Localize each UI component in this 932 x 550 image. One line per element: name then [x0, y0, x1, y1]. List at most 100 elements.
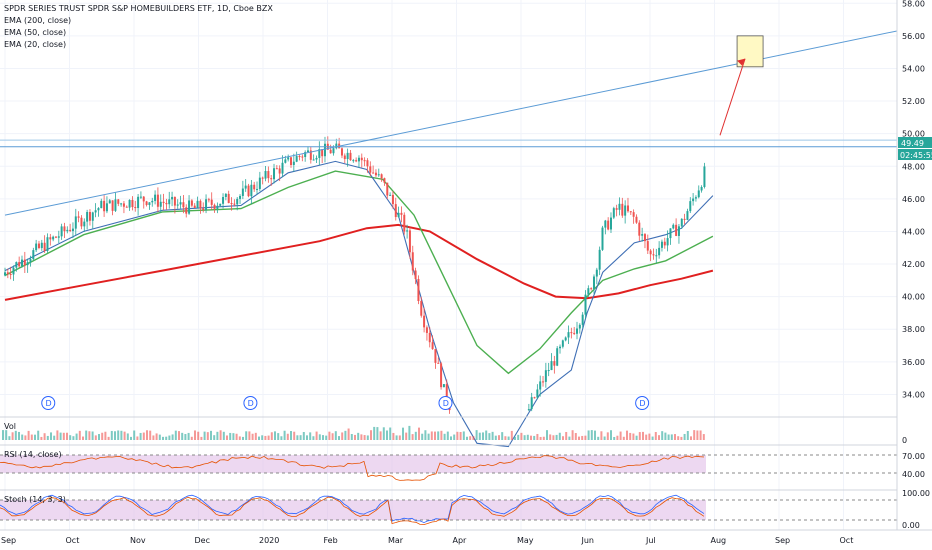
candle-body — [666, 238, 669, 246]
volume-bar — [494, 435, 497, 440]
stoch-d-line — [0, 496, 705, 526]
volume-bar — [699, 430, 702, 440]
price-grid — [0, 2, 897, 395]
candle-body — [273, 168, 276, 180]
candle-body — [366, 160, 369, 167]
candle-body — [408, 230, 411, 253]
candle-body — [372, 172, 375, 174]
candle-body — [533, 397, 536, 399]
volume-bar — [677, 436, 680, 440]
candle-body — [669, 228, 672, 239]
candle-body — [355, 160, 358, 162]
candle-body — [219, 203, 222, 206]
candle-body — [224, 193, 227, 198]
candle-body — [278, 168, 281, 174]
volume-bar — [299, 435, 302, 440]
time-axis[interactable]: Sep Oct Nov Dec 2020 Feb Mar Apr May Jun Jul Aug Sep… — [1, 536, 853, 545]
indicator-ema-200[interactable]: EMA (200, close) — [4, 16, 71, 25]
volume-bar — [590, 430, 593, 440]
volume-bar — [245, 431, 248, 440]
volume-bar — [165, 436, 168, 440]
indicator-ema-20[interactable]: EMA (20, close) — [4, 40, 66, 49]
volume-bar — [43, 433, 46, 440]
volume-bar — [200, 436, 203, 440]
price-tick-label: 38.00 — [902, 325, 925, 334]
candle-body — [66, 229, 69, 232]
candle-body — [20, 259, 23, 267]
candle-body — [165, 202, 168, 205]
candle-body — [578, 324, 581, 329]
candle-body — [247, 185, 250, 197]
volume-bar — [69, 435, 72, 440]
volume-bar — [594, 430, 596, 440]
target-arrow[interactable] — [719, 58, 746, 136]
candle-body — [100, 200, 103, 209]
volume-bar — [328, 431, 331, 440]
volume-bar — [606, 432, 609, 440]
volume-bar — [619, 431, 622, 440]
dividend-circle — [438, 396, 453, 410]
candle-body — [411, 252, 414, 271]
candle-body — [236, 198, 239, 205]
volume-bar — [574, 433, 577, 440]
candle-body — [391, 194, 394, 205]
price-tick-label: 40.00 — [902, 293, 925, 302]
volume-bar — [11, 432, 14, 440]
indicator-ema-50[interactable]: EMA (50, close) — [4, 28, 66, 37]
volume-bar — [469, 436, 472, 440]
volume-bar — [75, 433, 78, 440]
time-tick-label: 2020 — [259, 536, 279, 545]
volume-bar — [14, 430, 17, 440]
candle-body — [346, 152, 349, 160]
candle-body — [652, 254, 655, 256]
candle-body — [97, 208, 100, 211]
volume-bar — [434, 431, 436, 440]
candle-body — [281, 162, 284, 174]
dividend-circle — [41, 396, 56, 410]
candle-body — [621, 203, 624, 216]
volume-bar — [629, 432, 632, 440]
candle-body — [315, 157, 318, 160]
dividend-label: D — [443, 399, 449, 408]
volume-bar — [456, 431, 459, 440]
candlestick-series — [4, 136, 706, 414]
volume-bar — [597, 436, 600, 440]
candle-body — [612, 208, 615, 218]
candle-body — [134, 207, 137, 209]
candle-body — [261, 177, 264, 179]
price-axis[interactable]: 58.00 56.00 54.00 52.00 50.00 48.00 46.00 44.00… — [902, 0, 925, 399]
volume-bar — [139, 432, 142, 440]
volume-bar — [683, 433, 686, 440]
volume-bar — [421, 433, 424, 440]
candle-body — [63, 226, 66, 232]
candle-body — [162, 201, 165, 203]
volume-bar — [94, 435, 97, 440]
candle-body — [227, 193, 230, 204]
volume-bar — [702, 434, 705, 440]
candle-body — [440, 363, 443, 388]
volume-bar — [437, 431, 440, 440]
candle-body — [216, 205, 219, 209]
candle-body — [550, 361, 553, 371]
volume-bar — [667, 434, 670, 440]
candle-body — [4, 272, 6, 276]
candle-body — [306, 150, 309, 153]
candle-body — [139, 196, 142, 198]
last-price-badge[interactable]: 49.49 — [898, 137, 932, 148]
volume-bar — [46, 435, 49, 440]
volume-bar — [546, 430, 548, 440]
time-tick-label: Sep — [775, 536, 790, 545]
candle-body — [437, 362, 440, 364]
volume-bar — [82, 436, 84, 440]
volume-bar — [536, 433, 539, 440]
chart-header: SPDR SERIES TRUST SPDR S&P HOMEBUILDERS … — [4, 4, 273, 49]
candle-body — [6, 272, 9, 274]
rsi-axis-label: 40.00 — [902, 470, 925, 479]
volume-bar — [568, 436, 571, 440]
candle-body — [318, 149, 321, 158]
stoch-k-line — [0, 494, 705, 524]
stoch-axis-upper-label: 100.00 — [902, 489, 930, 498]
dividend-marker: D — [243, 396, 258, 410]
volume-bar — [158, 434, 161, 440]
